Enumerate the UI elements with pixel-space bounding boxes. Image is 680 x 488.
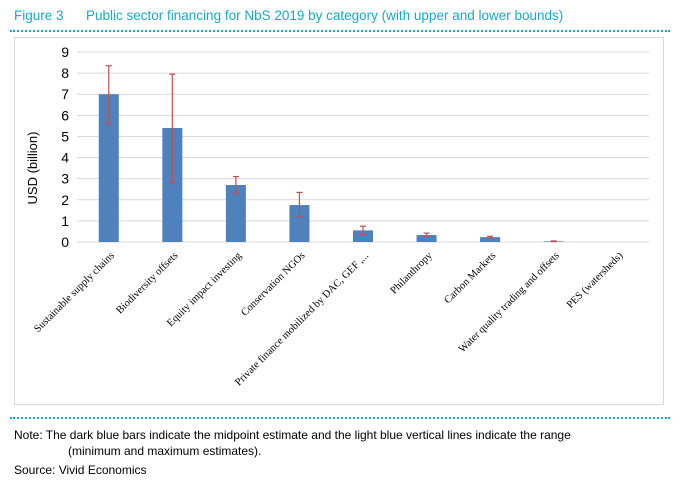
x-tick-label: Sustainable supply chains [32, 250, 116, 334]
x-tick-label: Private finance mobilized by DAC, GEF ,.… [233, 250, 371, 388]
x-tick-label: Equity impact investing [165, 250, 244, 329]
error-bar [232, 175, 239, 195]
x-tick-label: Carbon Markets [442, 250, 498, 306]
y-tick-label: 2 [61, 192, 69, 208]
figure-source: Source: Vivid Economics [14, 463, 147, 477]
bar [225, 185, 246, 242]
error-bar [296, 191, 303, 218]
y-tick-label: 9 [61, 44, 69, 60]
y-tick-label: 5 [61, 128, 69, 144]
bar [480, 237, 501, 242]
bottom-dotted-divider [10, 417, 670, 419]
y-tick-label: 4 [61, 150, 69, 166]
x-tick-label: Water quality trading and offsets [457, 250, 562, 355]
bar [289, 205, 310, 242]
note-line-1: Note: The dark blue bars indicate the mi… [14, 428, 571, 442]
y-tick-label: 0 [61, 234, 69, 250]
y-tick-label: 7 [61, 86, 69, 102]
y-tick-label: 1 [61, 213, 69, 229]
x-tick-label: Philanthropy [389, 250, 436, 297]
x-tick-label: Biodiversity offsets [114, 250, 180, 316]
figure-title: Public sector financing for NbS 2019 by … [86, 8, 564, 23]
chart-frame: 0 1 2 3 4 5 6 7 8 9 Sustainable supply chains Biod… [14, 37, 664, 405]
figure-number: Figure 3 [14, 8, 64, 23]
bar-chart: 0 1 2 3 4 5 6 7 8 9 Sustainable supply chainsBiod… [25, 44, 649, 388]
x-tick-label: PES (watersheds) [565, 250, 626, 311]
y-tick-label: 6 [61, 107, 69, 123]
error-bars [105, 65, 557, 243]
y-axis-label: USD (billion) [25, 132, 40, 205]
bar [98, 94, 119, 242]
bar [162, 128, 183, 242]
y-tick-label: 8 [61, 65, 69, 81]
error-bar [423, 232, 430, 238]
error-bar [360, 225, 366, 236]
error-bar [105, 65, 112, 125]
x-tick-label: Conservation NGOs [239, 250, 307, 318]
bar [416, 235, 437, 242]
error-bar [550, 240, 557, 243]
note-line-2: (minimum and maximum estimates). [68, 444, 262, 458]
y-tick-label: 3 [61, 171, 69, 187]
bars [98, 94, 564, 242]
figure-header: Figure 3 Public sector financing for NbS… [10, 6, 670, 28]
top-dotted-divider [10, 30, 670, 32]
figure-note: Note: The dark blue bars indicate the mi… [14, 427, 674, 459]
bar [353, 230, 373, 242]
error-bar [169, 73, 176, 184]
y-tick-labels: 0 1 2 3 4 5 6 7 8 9 [61, 44, 69, 250]
error-bar [487, 235, 494, 239]
